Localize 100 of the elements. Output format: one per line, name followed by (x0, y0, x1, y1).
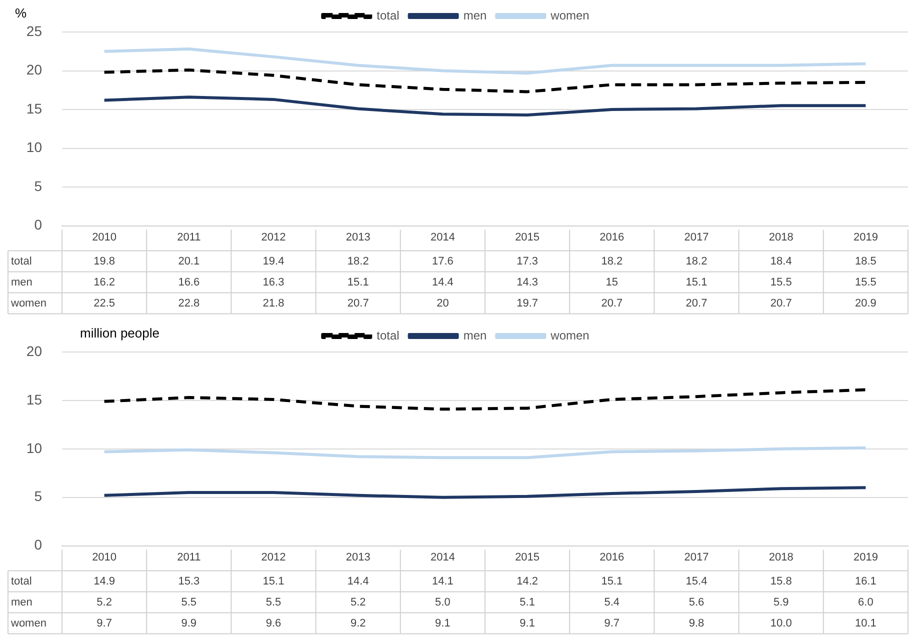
data-label: 9.9 (181, 617, 197, 630)
x-tick-label: 2010 (92, 551, 117, 564)
data-label: 5.2 (350, 596, 366, 608)
text: women (11, 297, 46, 310)
line-series (102, 388, 868, 411)
data-label: 9.7 (604, 617, 620, 630)
y-tick-label: 0 (34, 536, 42, 553)
x-tick-label: 2019 (853, 551, 878, 564)
text: men (11, 596, 32, 608)
data-label: 14.3 (516, 276, 538, 288)
legend-label: men (463, 8, 487, 22)
data-label: 16.3 (262, 276, 284, 288)
data-label: 14.1 (432, 575, 454, 588)
y-tick-label: 20 (26, 342, 42, 359)
data-label: 9.6 (266, 617, 282, 630)
data-label: 15.8 (770, 575, 792, 588)
x-tick-label: 2015 (515, 551, 540, 564)
data-label: 9.1 (435, 617, 450, 630)
data-label: 5.9 (773, 596, 789, 608)
y-tick-label: 15 (26, 100, 42, 116)
data-label: 19.4 (262, 255, 284, 268)
data-label: 18.2 (686, 255, 708, 268)
x-tick-label: 2016 (600, 231, 624, 244)
x-tick-label: 2016 (600, 551, 624, 564)
x-tick-label: 2011 (177, 231, 201, 244)
y-axis-title: million people (80, 326, 160, 341)
line-series (102, 68, 868, 94)
x-tick-label: 2019 (853, 231, 878, 244)
data-label: 10.1 (854, 617, 876, 630)
data-label: 14.2 (516, 575, 538, 588)
data-label: 20.1 (178, 255, 200, 268)
data-label: 19.8 (94, 255, 116, 268)
data-label: 19.7 (516, 297, 538, 310)
x-tick-label: 2011 (177, 551, 201, 564)
x-tick-label: 2010 (92, 231, 117, 244)
x-tick-label: 2014 (430, 231, 455, 244)
data-label: 17.3 (516, 255, 538, 268)
data-label: 17.6 (432, 255, 454, 268)
x-tick-label: 2012 (261, 551, 286, 564)
data-label: 20.7 (347, 297, 369, 310)
data-label: 18.5 (854, 255, 876, 268)
y-tick-label: 15 (26, 391, 42, 408)
data-label: 5.4 (604, 596, 620, 608)
y-tick-label: 5 (34, 178, 42, 194)
data-label: 22.5 (94, 297, 116, 310)
legend-label: women (550, 328, 590, 342)
data-label: 15.1 (601, 575, 623, 588)
x-tick-label: 2017 (684, 551, 709, 564)
data-label: 6.0 (858, 596, 874, 608)
y-tick-label: 10 (26, 139, 42, 156)
y-tick-label: 10 (26, 440, 42, 456)
data-label: 15.1 (262, 575, 284, 588)
x-tick-label: 2013 (346, 231, 370, 244)
data-label: 14.4 (432, 276, 454, 288)
data-label: 18.2 (601, 255, 623, 268)
data-label: 5.0 (435, 596, 450, 608)
data-label: 16.2 (94, 276, 116, 288)
text: total (11, 575, 32, 588)
data-label: 14.9 (94, 575, 116, 588)
legend-label: total (376, 328, 400, 342)
data-label: 9.7 (96, 617, 112, 630)
text: women (11, 617, 46, 630)
data-label: 9.1 (520, 617, 535, 630)
data-label: 21.8 (262, 297, 284, 310)
x-tick-label: 2018 (768, 551, 794, 564)
text: men (11, 276, 32, 288)
data-label: 15.3 (178, 575, 200, 588)
y-tick-label: 25 (26, 22, 42, 39)
data-label: 15.5 (854, 276, 876, 288)
y-tick-label: 20 (26, 62, 42, 78)
data-label: 9.8 (688, 617, 704, 630)
data-label: 9.2 (350, 617, 366, 630)
data-label: 10.0 (770, 617, 792, 630)
data-label: 16.1 (854, 575, 876, 588)
data-label: 15.5 (770, 276, 792, 288)
data-label: 5.5 (266, 596, 282, 608)
x-tick-label: 2015 (515, 231, 540, 244)
y-axis-title: % (15, 6, 27, 21)
data-label: 15 (606, 276, 618, 288)
data-label: 18.4 (770, 255, 792, 268)
data-label: 5.2 (96, 596, 112, 608)
data-label: 20 (436, 297, 449, 310)
y-tick-label: 0 (34, 216, 42, 233)
text: total (11, 255, 32, 268)
data-label: 5.5 (181, 596, 197, 608)
data-label: 5.1 (520, 596, 535, 608)
x-tick-label: 2017 (684, 231, 709, 244)
data-label: 14.4 (347, 575, 369, 588)
data-label: 16.6 (178, 276, 200, 288)
legend-label: total (376, 8, 400, 22)
x-tick-label: 2014 (430, 551, 455, 564)
legend-label: women (550, 8, 590, 22)
x-tick-label: 2012 (261, 231, 286, 244)
data-label: 20.9 (854, 297, 876, 310)
data-label: 15.1 (686, 276, 708, 288)
data-label: 15.4 (686, 575, 708, 588)
data-label: 20.7 (686, 297, 708, 310)
data-label: 15.1 (347, 276, 369, 288)
data-label: 22.8 (178, 297, 200, 310)
data-label: 20.7 (770, 297, 792, 310)
